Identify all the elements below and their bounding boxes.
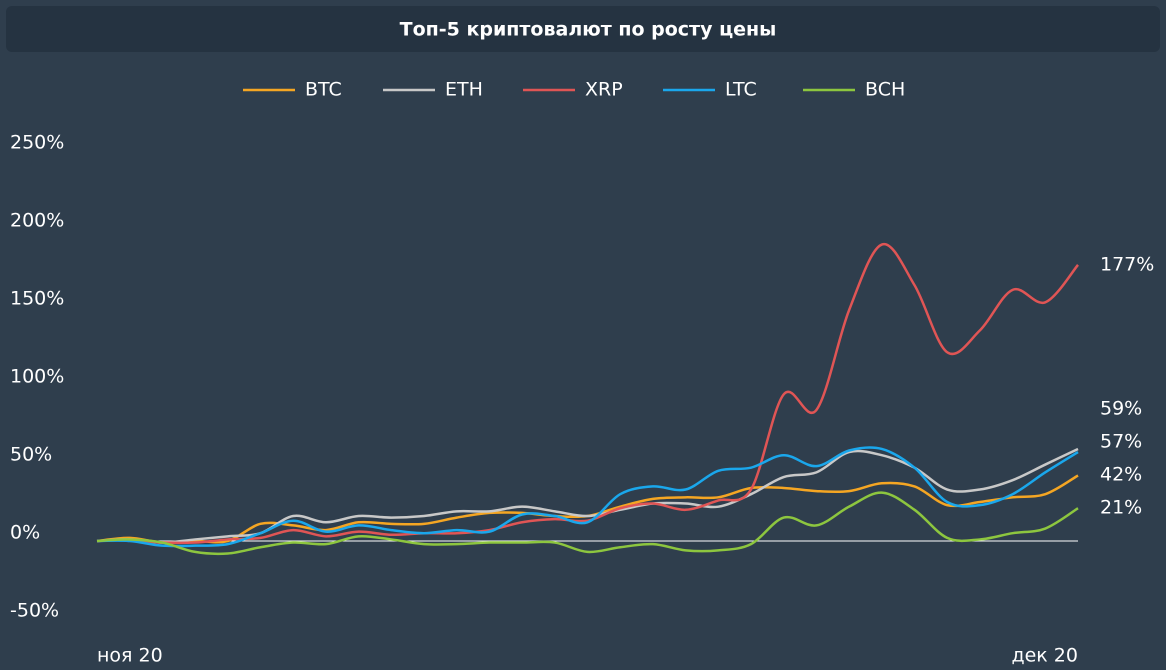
- x-tick-label: дек 20: [1011, 645, 1078, 667]
- legend-label: BCH: [865, 79, 905, 101]
- y-tick-label: -50%: [10, 600, 59, 622]
- legend-label: LTC: [725, 79, 757, 101]
- data-label: 57%: [1100, 431, 1142, 453]
- legend-label: XRP: [585, 79, 623, 101]
- y-tick-label: 50%: [10, 444, 52, 466]
- data-label: 59%: [1100, 398, 1142, 420]
- y-tick-label: 250%: [10, 132, 64, 154]
- y-tick-label: 0%: [10, 522, 40, 544]
- line: [96, 491, 1079, 556]
- data-label: 42%: [1100, 464, 1142, 486]
- legend-label: ETH: [445, 79, 483, 101]
- data-label: 177%: [1100, 253, 1154, 275]
- legend-label: BTC: [305, 79, 342, 101]
- line: [96, 243, 1079, 545]
- line: [96, 446, 1079, 548]
- title-bar: [6, 6, 1160, 52]
- x-tick-label: ноя 20: [97, 645, 163, 667]
- y-tick-label: 150%: [10, 288, 64, 310]
- data-label: 21%: [1100, 497, 1142, 519]
- chart-title: Топ-5 криптовалют по росту цены: [400, 19, 777, 41]
- y-tick-label: 100%: [10, 366, 64, 388]
- y-tick-label: 200%: [10, 210, 64, 232]
